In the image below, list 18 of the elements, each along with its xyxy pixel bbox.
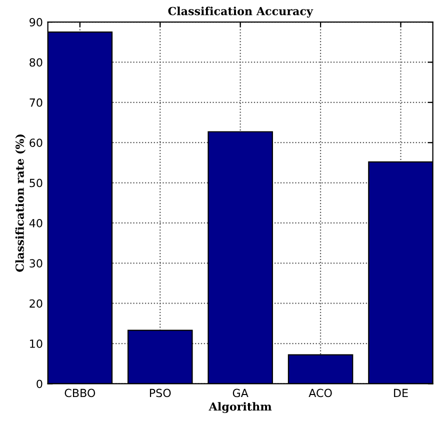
y-tick-label: 40 [29, 218, 42, 228]
x-tick-label: PSO [150, 388, 171, 398]
y-tick-label: 30 [30, 259, 42, 268]
x-tick-label: GA [232, 388, 248, 398]
x-tick-label: CBBO [64, 388, 96, 398]
x-axis-title: Algorithm [208, 402, 272, 414]
y-tick-label: 90 [30, 18, 42, 26]
y-tick-label: 60 [30, 138, 42, 147]
y-tick-label: 0 [36, 380, 42, 388]
y-tick-label: 10 [30, 340, 42, 348]
y-tick-label: 20 [30, 299, 42, 308]
chart-title: Classification Accuracy [168, 6, 314, 18]
x-tick-label: ACO [308, 388, 332, 398]
y-axis-title: Classification rate (%) [15, 134, 26, 272]
y-tick-label: 70 [30, 98, 42, 107]
y-tick-label: 50 [30, 178, 42, 188]
x-tick-label: DE [394, 388, 408, 398]
y-tick-label: 80 [30, 58, 42, 67]
